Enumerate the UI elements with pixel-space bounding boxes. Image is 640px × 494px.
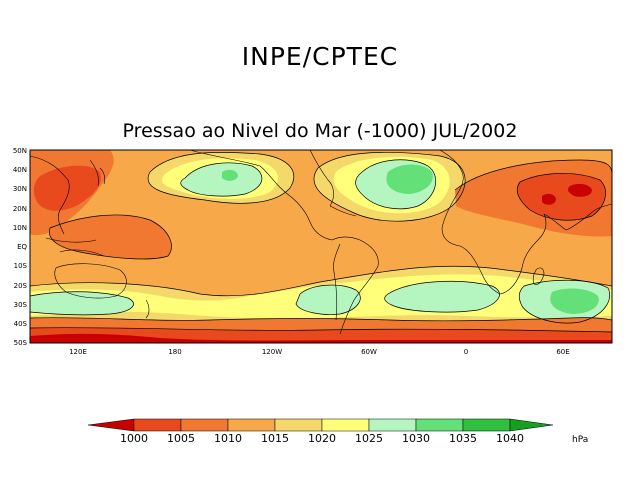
- contour-1025-satl: [384, 281, 500, 313]
- colorbar-label: 1035: [449, 432, 477, 445]
- lon-tick-label: 60W: [361, 348, 377, 356]
- lon-axis: 120E 180 120W 60W 0 60E: [69, 348, 570, 356]
- map-frame: [29, 149, 613, 344]
- lat-tick-label: EQ: [17, 243, 27, 251]
- lon-tick-label: 120W: [262, 348, 282, 356]
- pressure-map: [30, 150, 612, 343]
- contour-1005-wpac: [33, 165, 101, 211]
- colorbar-label: 1020: [308, 432, 336, 445]
- contour-1000-southern-ocean: [30, 333, 612, 343]
- colorbar-swatch: [368, 418, 417, 432]
- lat-tick-label: 30N: [13, 185, 27, 193]
- contour-1000-asia: [567, 183, 592, 197]
- lat-tick-label: 50N: [13, 147, 27, 155]
- lat-tick-label: 10N: [13, 224, 27, 232]
- colorbar-swatch: [462, 418, 511, 432]
- lat-tick-label: 50S: [14, 339, 28, 347]
- lat-tick-label: 40S: [14, 320, 28, 328]
- lat-axis: 50N 40N 30N 20N 10N EQ 10S 20S 30S 40S 5…: [13, 147, 28, 347]
- colorbar-swatch: [321, 418, 370, 432]
- lat-tick-label: 20N: [13, 205, 27, 213]
- lat-tick-label: 20S: [14, 282, 28, 290]
- contour-1030-sind: [550, 288, 599, 314]
- contour-1025-spac: [296, 285, 361, 315]
- colorbar-swatch: [180, 418, 229, 432]
- colorbar-label: 1030: [402, 432, 430, 445]
- lon-tick-label: 60E: [556, 348, 569, 356]
- contour-1030-npac: [222, 169, 238, 181]
- colorbar: 1000 1005 1010 1015 1020 1025 1030 1035 …: [87, 418, 588, 445]
- colorbar-label: 1025: [355, 432, 383, 445]
- colorbar-label: 1010: [214, 432, 242, 445]
- lat-tick-label: 40N: [13, 166, 27, 174]
- lon-tick-label: 120E: [69, 348, 87, 356]
- colorbar-label: 1040: [496, 432, 524, 445]
- contour-lines: [30, 151, 612, 333]
- lon-tick-label: 0: [464, 348, 468, 356]
- contour-1000-asia2: [542, 193, 556, 205]
- contour-1030-natl: [386, 164, 433, 194]
- colorbar-label: 1015: [261, 432, 289, 445]
- colorbar-low-arrow: [87, 418, 135, 432]
- agency-title: INPE/CPTEC: [241, 42, 399, 71]
- colorbar-swatch: [415, 418, 464, 432]
- contour-1025-npac: [180, 162, 262, 197]
- colorbar-swatch: [227, 418, 276, 432]
- colorbar-label: 1005: [167, 432, 195, 445]
- colorbar-swatch: [133, 418, 182, 432]
- map-title: Pressao ao Nivel do Mar (-1000) JUL/2002: [122, 120, 518, 142]
- lat-tick-label: 10S: [14, 262, 28, 270]
- colorbar-unit: hPa: [572, 435, 588, 445]
- lon-tick-label: 180: [168, 348, 181, 356]
- contour-1010-pac-eq: [49, 214, 172, 259]
- colorbar-label: 1000: [120, 432, 148, 445]
- lat-tick-label: 30S: [14, 301, 28, 309]
- colorbar-swatch: [274, 418, 323, 432]
- colorbar-high-arrow: [509, 418, 554, 432]
- coastlines: [30, 150, 612, 335]
